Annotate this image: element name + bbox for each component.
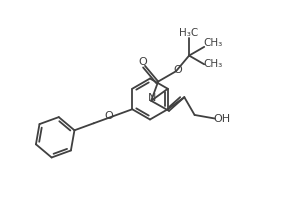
Text: OH: OH [213, 113, 230, 124]
Text: CH₃: CH₃ [204, 59, 223, 69]
Text: N: N [148, 93, 156, 103]
Text: O: O [174, 65, 182, 75]
Text: H₃C: H₃C [179, 28, 199, 38]
Text: O: O [139, 57, 147, 67]
Text: CH₃: CH₃ [204, 38, 223, 48]
Text: O: O [105, 111, 113, 121]
